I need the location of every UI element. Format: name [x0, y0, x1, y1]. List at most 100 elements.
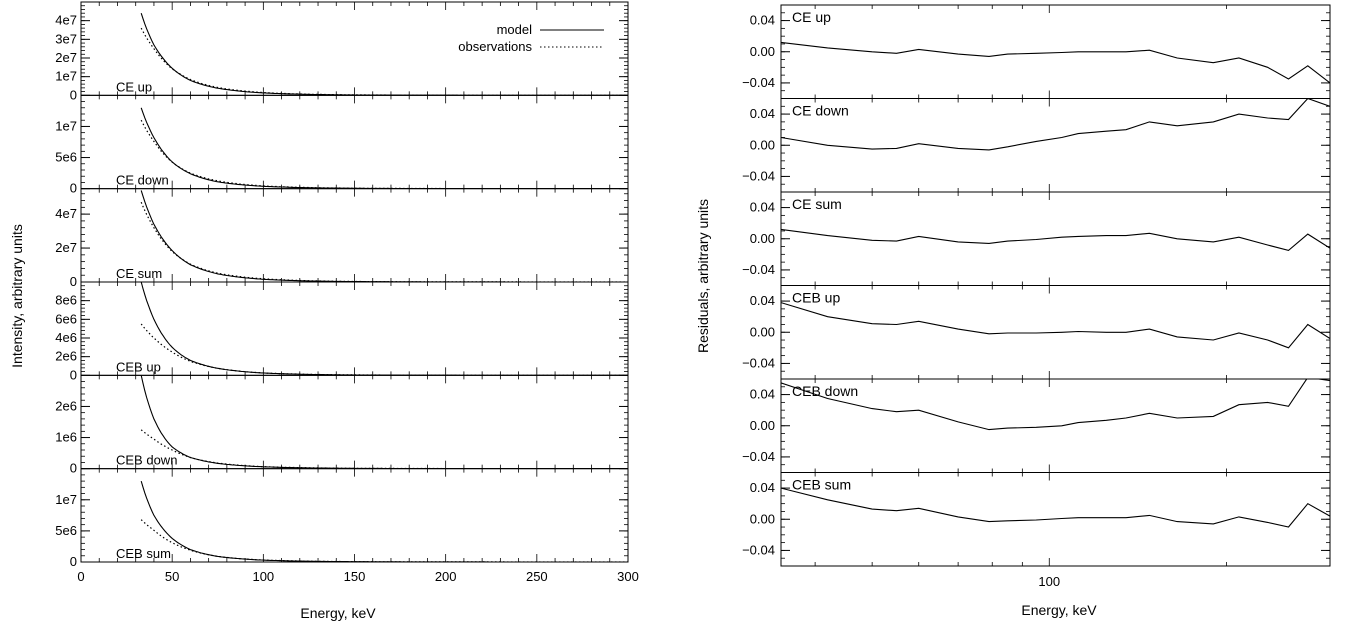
panel-label: CEB down [116, 453, 177, 468]
observations-line [140, 201, 628, 283]
panel-label: CEB down [792, 383, 858, 399]
y-tick-label: 1e7 [55, 492, 77, 507]
y-tick-label: −0.04 [742, 542, 775, 557]
x-tick-label: 100 [1038, 574, 1060, 589]
residuals-chart: −0.040.000.04 CE up−0.040.000.04 CE down−0… [742, 4, 1331, 589]
y-tick-label: 8e6 [55, 293, 77, 308]
x-tick-label: 50 [165, 569, 179, 584]
panel-label: CEB sum [116, 546, 171, 561]
intensity-panel-ce-down: 0 5e6 1e7 CE down [55, 94, 629, 196]
intensity-panel-ceb-up: 0 2e6 4e6 6e6 8e6 CEB up [55, 281, 629, 382]
intensity-panel-ceb-down: 0 1e6 2e6 CEB down [55, 374, 629, 476]
residual-panel-ceb-down: −0.04 0.00 0.04 CEB down [742, 378, 1331, 473]
panel-frame [80, 1, 629, 96]
intensity-chart: 0 1e7 2e7 3e7 4e7 CE up model observations 0 5e6 1… [55, 1, 639, 584]
residual-line [781, 379, 1330, 431]
y-tick-label: 0.04 [750, 293, 775, 308]
y-tick-label: 2e7 [55, 240, 77, 255]
right-xlabel: Energy, keV [1021, 602, 1097, 618]
intensity-panel-ce-sum: 0 2e7 4e7 CE sum [55, 188, 629, 289]
observations-line [140, 27, 628, 96]
y-tick-label: 0.04 [750, 200, 775, 215]
y-tick-label: 6e6 [55, 311, 77, 326]
x-tick-label: 250 [526, 569, 548, 584]
y-tick-label: 5e6 [55, 523, 77, 538]
residual-line [781, 487, 1330, 528]
y-tick-label: 1e6 [55, 430, 77, 445]
x-tick-label: 150 [344, 569, 366, 584]
model-line [140, 480, 628, 562]
y-tick-label: 0.04 [750, 106, 775, 121]
y-tick-label: 0.00 [750, 44, 775, 59]
y-tick-label: −0.04 [742, 262, 775, 277]
y-tick-label: 0 [70, 367, 77, 382]
model-line [140, 282, 628, 376]
y-tick-label: 4e6 [55, 330, 77, 345]
panel-frame [780, 98, 1331, 193]
y-tick-label: 0 [70, 87, 77, 102]
y-tick-label: 0 [70, 554, 77, 569]
panel-label: CEB up [792, 290, 840, 306]
y-tick-label: 0.00 [750, 324, 775, 339]
residual-line [781, 228, 1330, 252]
y-tick-label: 0 [70, 181, 77, 196]
x-tick-label: 0 [77, 569, 84, 584]
panel-label: CE up [792, 9, 831, 25]
panel-frame [780, 4, 1331, 99]
intensity-panel-ceb-sum: 0 5e6 1e7 CEB sum [55, 468, 629, 569]
y-tick-label: 0.00 [750, 137, 775, 152]
y-tick-label: 1e7 [55, 118, 77, 133]
panel-label: CE sum [116, 266, 162, 281]
panel-label: CE sum [792, 196, 842, 212]
model-line [140, 107, 628, 189]
y-tick-label: 0.04 [750, 13, 775, 28]
model-line [140, 13, 628, 96]
residual-line [781, 302, 1330, 349]
intensity-panel-ce-up: 0 1e7 2e7 3e7 4e7 CE up model observations [55, 1, 629, 102]
y-tick-label: −0.04 [742, 355, 775, 370]
residual-panel-ce-up: −0.04 0.00 0.04 CE up [742, 4, 1331, 99]
panel-frame [80, 281, 629, 376]
y-tick-label: 0.00 [750, 418, 775, 433]
observations-line [140, 429, 628, 469]
y-tick-label: −0.04 [742, 168, 775, 183]
y-tick-label: −0.04 [742, 449, 775, 464]
model-line [140, 375, 628, 469]
x-tick-label: 100 [252, 569, 274, 584]
y-tick-label: 0 [70, 461, 77, 476]
y-tick-label: 4e7 [55, 13, 77, 28]
residual-panel-ceb-sum: −0.04 0.00 0.04 CEB sum [742, 472, 1331, 567]
y-tick-label: 0.00 [750, 231, 775, 246]
y-tick-label: −0.04 [742, 75, 775, 90]
y-tick-label: 0.04 [750, 480, 775, 495]
left-ylabel: Intensity, arbitrary units [9, 224, 25, 368]
panel-label: CE up [116, 79, 152, 94]
panel-frame [80, 188, 629, 283]
x-tick-label: 200 [435, 569, 457, 584]
panel-label: CEB up [116, 359, 161, 374]
panel-label: CE down [116, 173, 169, 188]
y-tick-label: 0.00 [750, 511, 775, 526]
left-xlabel: Energy, keV [300, 605, 376, 621]
model-line [140, 190, 628, 283]
residual-panel-ce-sum: −0.04 0.00 0.04 CE sum [742, 191, 1331, 286]
legend-label-model: model [497, 22, 533, 37]
y-tick-label: 3e7 [55, 31, 77, 46]
panel-frame [780, 191, 1331, 286]
observations-line [140, 119, 628, 189]
y-tick-label: 2e6 [55, 398, 77, 413]
residual-line [781, 41, 1330, 84]
y-tick-label: 0 [70, 274, 77, 289]
residual-panel-ce-down: −0.04 0.00 0.04 CE down [742, 98, 1331, 193]
y-tick-label: 4e7 [55, 206, 77, 221]
residual-line [781, 98, 1330, 151]
y-tick-label: 5e6 [55, 150, 77, 165]
y-tick-label: 1e7 [55, 69, 77, 84]
residual-panel-ceb-up: −0.04 0.00 0.04 CEB up [742, 285, 1331, 380]
panel-label: CE down [792, 103, 849, 119]
y-tick-label: 2e7 [55, 50, 77, 65]
x-tick-label: 300 [617, 569, 639, 584]
panel-label: CEB sum [792, 477, 851, 493]
right-ylabel: Residuals, arbitrary units [695, 199, 711, 353]
